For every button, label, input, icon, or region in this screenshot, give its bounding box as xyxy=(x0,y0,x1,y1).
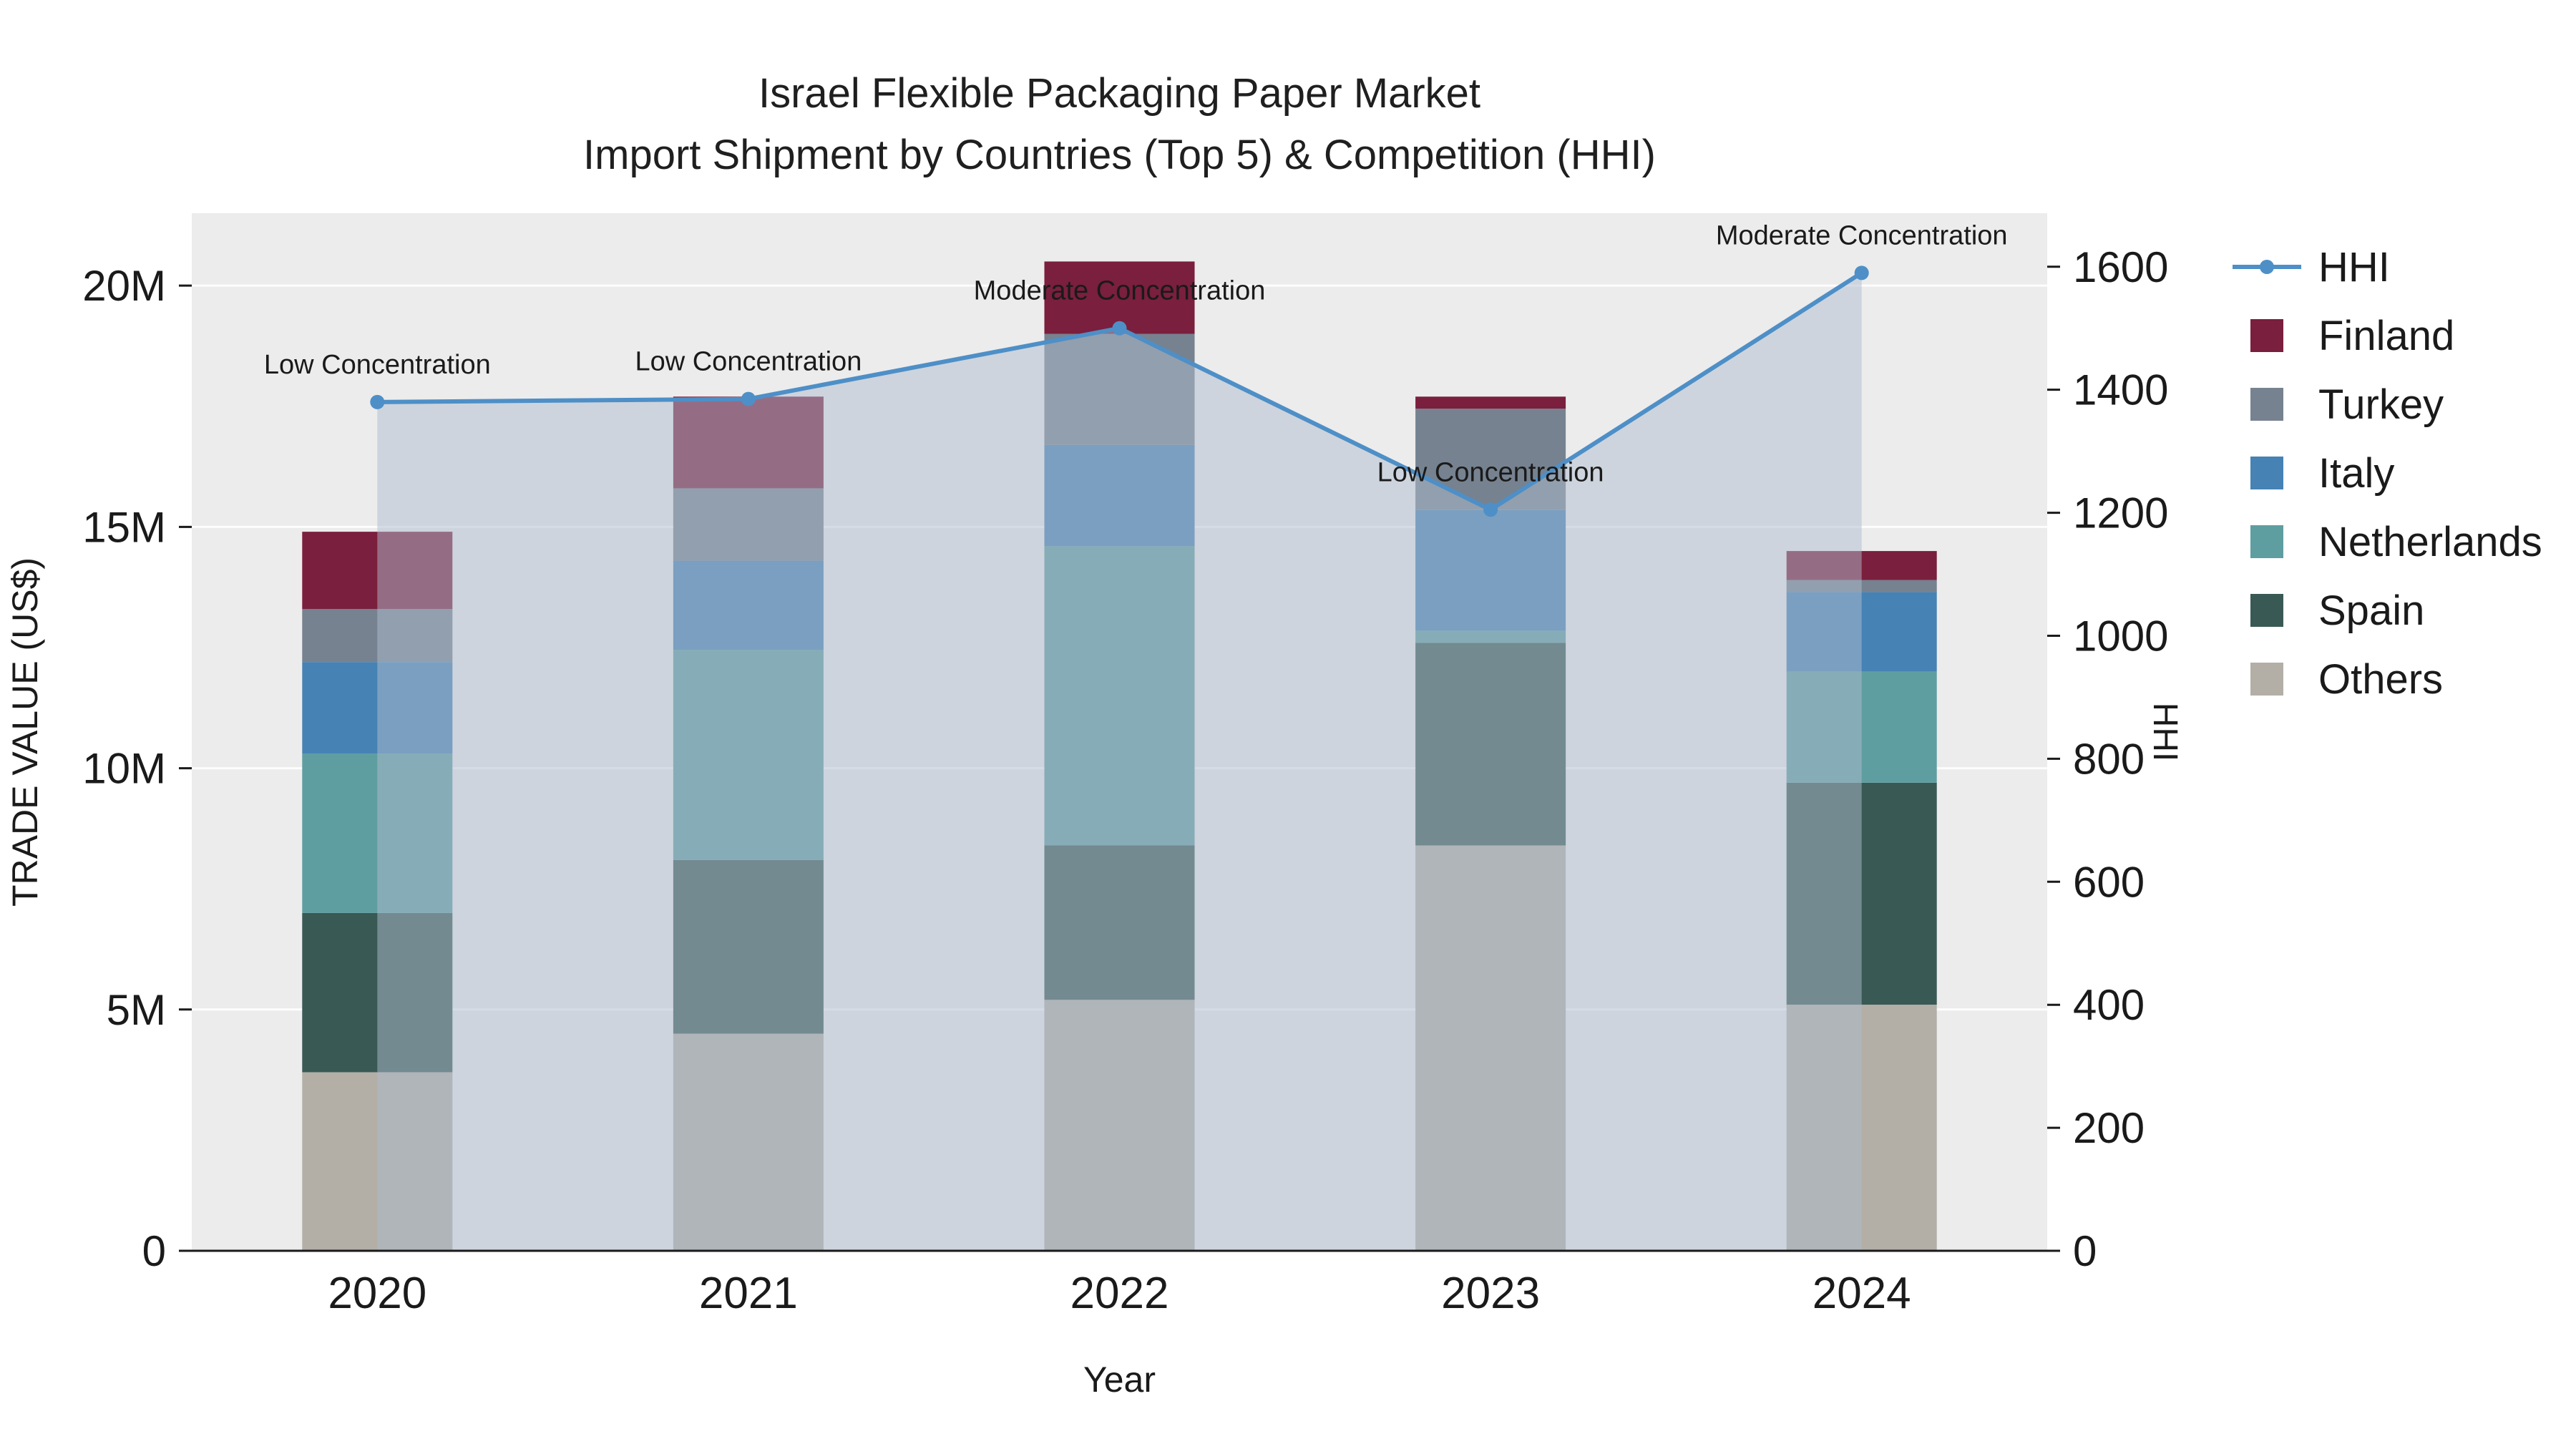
legend-label: Turkey xyxy=(2318,381,2444,428)
legend-color-box xyxy=(2250,594,2283,627)
legend-label: Finland xyxy=(2318,312,2455,359)
y-right-tick-label: 1400 xyxy=(2073,366,2168,414)
hhi-point-2021 xyxy=(741,391,756,406)
legend-label: Italy xyxy=(2318,449,2395,497)
chart-title-line2: Import Shipment by Countries (Top 5) & C… xyxy=(583,132,1656,178)
x-tick-label-2023: 2023 xyxy=(1441,1269,1540,1318)
legend-color-box xyxy=(2250,525,2283,558)
y-right-tick-label: 1200 xyxy=(2073,489,2168,537)
y-left-tick-label: 5M xyxy=(107,986,166,1034)
y-right-tick-label: 0 xyxy=(2073,1227,2097,1275)
legend-item-finland[interactable]: Finland xyxy=(2231,313,2542,359)
annotation-2021: Low Concentration xyxy=(635,347,862,377)
y-right-tick-label: 1000 xyxy=(2073,612,2168,660)
y-right-tick-label: 600 xyxy=(2073,858,2145,906)
legend-item-others[interactable]: Others xyxy=(2231,655,2542,703)
chart-title: Israel Flexible Packaging Paper Market I… xyxy=(192,63,2047,186)
legend-sample-cell xyxy=(2231,388,2303,421)
legend: HHI Finland Turkey Italy Netherlands Spain Oth… xyxy=(2231,243,2542,703)
x-tick-label-2020: 2020 xyxy=(328,1269,426,1318)
hhi-point-2020 xyxy=(370,394,385,409)
chart-title-line1: Israel Flexible Packaging Paper Market xyxy=(758,70,1481,117)
legend-item-hhi[interactable]: HHI xyxy=(2231,243,2542,291)
y-right-axis-title: HHI xyxy=(2146,703,2184,762)
annotation-2022: Moderate Concentration xyxy=(974,276,1266,306)
x-axis-title: Year xyxy=(1083,1360,1156,1400)
y-right-tick-label: 800 xyxy=(2073,735,2145,783)
legend-sample-cell xyxy=(2231,525,2303,558)
annotation-2024: Moderate Concentration xyxy=(1716,220,2008,250)
annotation-2020: Low Concentration xyxy=(264,350,491,380)
legend-label: Spain xyxy=(2318,587,2425,634)
x-tick-label-2024: 2024 xyxy=(1813,1269,1911,1318)
hhi-line-icon xyxy=(2233,260,2301,274)
hhi-point-2022 xyxy=(1112,321,1127,336)
legend-sample-cell xyxy=(2231,457,2303,489)
hhi-point-2023 xyxy=(1483,502,1498,517)
legend-sample-cell xyxy=(2231,663,2303,696)
legend-label: Others xyxy=(2318,655,2444,703)
legend-item-spain[interactable]: Spain xyxy=(2231,587,2542,634)
legend-sample-cell xyxy=(2231,594,2303,627)
legend-label: HHI xyxy=(2318,243,2390,291)
y-right-tick-label: 200 xyxy=(2073,1104,2145,1152)
y-left-axis-title: TRADE VALUE (US$) xyxy=(5,557,45,907)
annotation-2023: Low Concentration xyxy=(1377,457,1604,487)
legend-item-italy[interactable]: Italy xyxy=(2231,449,2542,497)
y-left-tick-label: 0 xyxy=(142,1227,166,1275)
legend-color-box xyxy=(2250,388,2283,421)
bar-segment-finland-2023 xyxy=(1415,396,1566,409)
x-tick-label-2022: 2022 xyxy=(1070,1269,1169,1318)
legend-line-sample xyxy=(2231,250,2303,283)
y-left-tick-label: 20M xyxy=(82,262,166,310)
legend-label: Netherlands xyxy=(2318,518,2542,565)
y-right-tick-label: 400 xyxy=(2073,981,2145,1029)
legend-item-turkey[interactable]: Turkey xyxy=(2231,381,2542,428)
legend-sample-cell xyxy=(2231,319,2303,352)
legend-color-box xyxy=(2250,663,2283,696)
legend-item-netherlands[interactable]: Netherlands xyxy=(2231,519,2542,565)
legend-color-box xyxy=(2250,319,2283,352)
y-left-tick-label: 10M xyxy=(82,745,166,793)
x-tick-label-2021: 2021 xyxy=(699,1269,798,1318)
y-right-tick-label: 1600 xyxy=(2073,243,2168,291)
legend-color-box xyxy=(2250,457,2283,489)
y-left-tick-label: 15M xyxy=(82,503,166,551)
hhi-area xyxy=(377,273,1862,1252)
hhi-point-2024 xyxy=(1854,265,1869,280)
